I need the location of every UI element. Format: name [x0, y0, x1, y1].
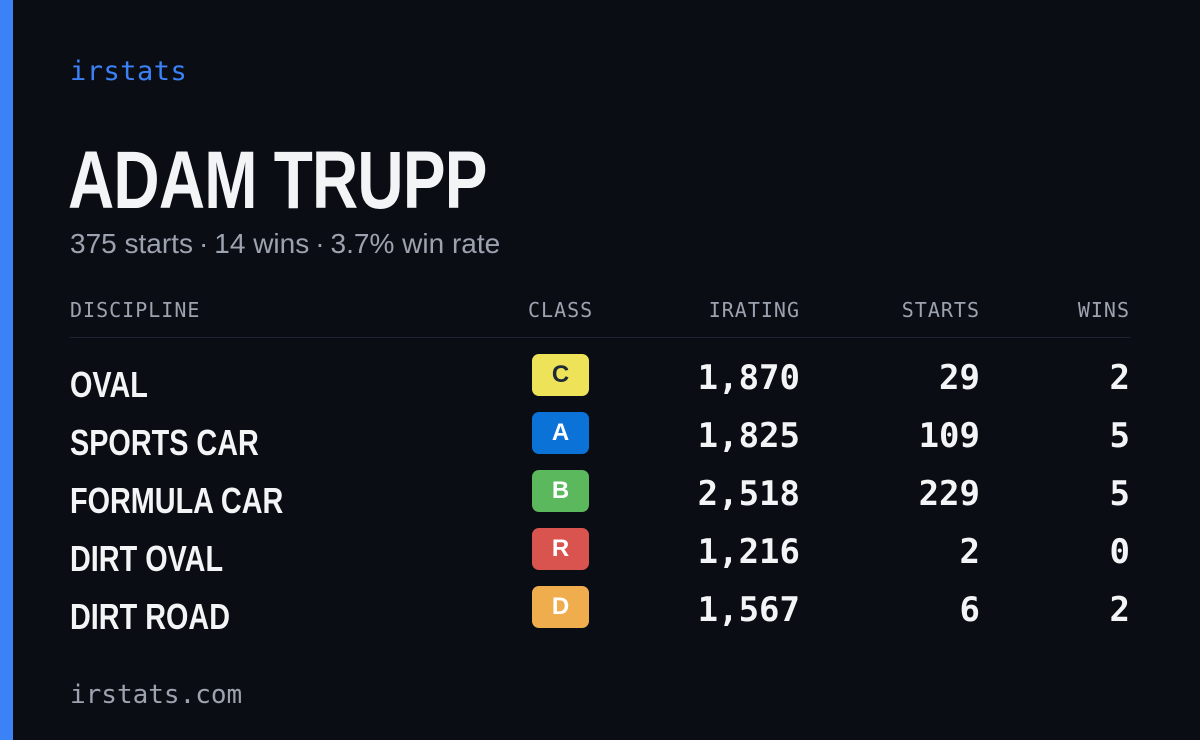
table-row: DIRT OVAL R 1,216 2 0 — [70, 524, 1130, 582]
wins-value: 5 — [1109, 416, 1130, 456]
player-summary: 375 starts · 14 wins · 3.7% win rate — [70, 228, 500, 260]
class-badge: D — [532, 586, 589, 628]
irating-value: 1,825 — [697, 416, 800, 456]
class-badge: C — [532, 354, 589, 396]
wins-value: 5 — [1109, 474, 1130, 514]
starts-value: 109 — [918, 416, 980, 456]
discipline-table: OVAL C 1,870 29 2 SPORTS CAR A 1,825 109… — [70, 350, 1130, 640]
column-header-starts: STARTS — [901, 298, 980, 322]
table-row: FORMULA CAR B 2,518 229 5 — [70, 466, 1130, 524]
starts-value: 6 — [959, 590, 980, 630]
wins-value: 0 — [1109, 532, 1130, 572]
starts-value: 29 — [939, 358, 980, 398]
table-row: DIRT ROAD D 1,567 6 2 — [70, 582, 1130, 640]
discipline-name: SPORTS CAR — [70, 422, 259, 463]
table-header: DISCIPLINE CLASS IRATING STARTS WINS — [70, 298, 1130, 338]
starts-value: 229 — [918, 474, 980, 514]
summary-win-rate: 3.7% win rate — [330, 228, 501, 259]
discipline-name: OVAL — [70, 364, 148, 405]
class-badge: B — [532, 470, 589, 512]
summary-separator: · — [198, 228, 209, 259]
irating-value: 1,567 — [697, 590, 800, 630]
footer-url: irstats.com — [70, 680, 243, 710]
column-header-irating: IRATING — [708, 298, 800, 322]
accent-bar — [0, 0, 13, 740]
summary-starts: 375 starts — [70, 228, 193, 259]
column-header-wins: WINS — [1077, 298, 1130, 322]
brand-logo: irstats — [70, 56, 188, 87]
wins-value: 2 — [1109, 358, 1130, 398]
table-row: SPORTS CAR A 1,825 109 5 — [70, 408, 1130, 466]
wins-value: 2 — [1109, 590, 1130, 630]
class-badge: A — [532, 412, 589, 454]
summary-separator: · — [315, 228, 325, 259]
irating-value: 2,518 — [697, 474, 800, 514]
discipline-name: DIRT ROAD — [70, 596, 230, 637]
irating-value: 1,870 — [697, 358, 800, 398]
class-badge: R — [532, 528, 589, 570]
irating-value: 1,216 — [697, 532, 800, 572]
discipline-name: DIRT OVAL — [70, 538, 224, 579]
summary-wins: 14 wins — [214, 228, 310, 259]
player-name: ADAM TRUPP — [68, 135, 487, 226]
column-header-class: CLASS — [528, 298, 594, 322]
discipline-name: FORMULA CAR — [70, 480, 284, 521]
column-header-discipline: DISCIPLINE — [70, 298, 201, 322]
table-row: OVAL C 1,870 29 2 — [70, 350, 1130, 408]
starts-value: 2 — [959, 532, 980, 572]
